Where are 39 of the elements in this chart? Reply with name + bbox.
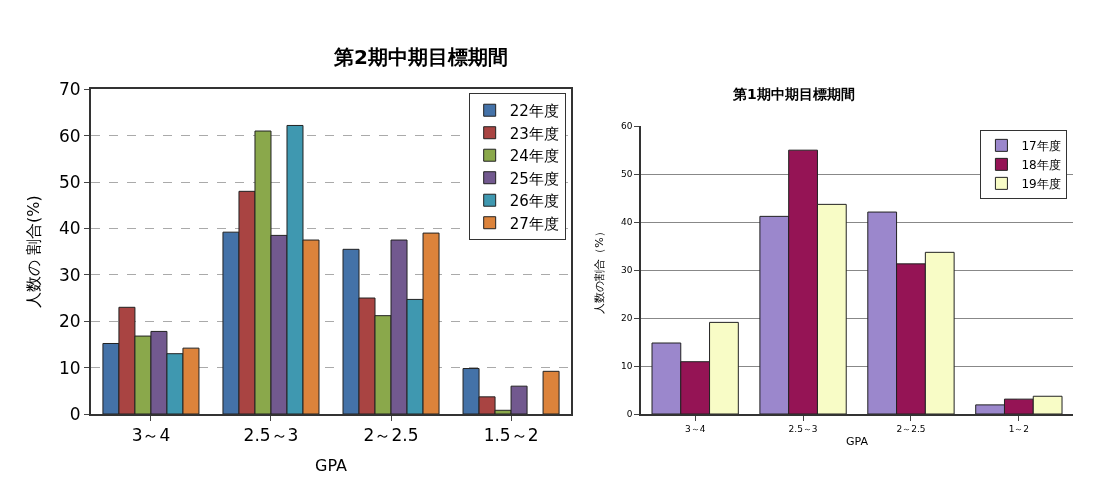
x-tick-label: 2.5～3 [788, 423, 818, 434]
y-tick-label: 60 [620, 121, 633, 132]
y-tick-label: 10 [620, 361, 633, 372]
y-tick-label: 20 [620, 313, 633, 324]
legend-label: 26年度 [509, 192, 559, 211]
chart-title: 第2期中期目標期間 [333, 45, 508, 69]
y-tick-label: 30 [58, 264, 81, 285]
x-tick-label: 2～2.5 [363, 425, 419, 446]
legend-label: 17年度 [1021, 139, 1061, 154]
y-tick-label: 10 [58, 357, 81, 378]
legend-label: 22年度 [509, 102, 559, 121]
legend-label: 27年度 [509, 214, 559, 233]
y-tick-label: 40 [620, 217, 633, 228]
legend-label: 23年度 [509, 124, 559, 143]
x-axis-title: GPA [846, 435, 869, 449]
x-tick-label: 3～4 [131, 425, 171, 446]
bar [542, 370, 560, 414]
legend-label: 24年度 [509, 147, 559, 166]
x-tick-label: 3～4 [684, 423, 706, 434]
y-tick-label: 50 [620, 169, 633, 180]
y-axis-title: 人数の 割合(%) [24, 195, 44, 309]
y-tick-label: 0 [626, 409, 633, 420]
chart-title: 第1期中期目標期間 [732, 86, 855, 102]
legend-label: 25年度 [509, 169, 559, 188]
y-tick-label: 30 [620, 265, 633, 276]
legend-label: 18年度 [1021, 158, 1061, 173]
legend-label: 19年度 [1021, 177, 1061, 192]
y-tick-label: 70 [58, 79, 81, 100]
x-tick-label: 1～2 [1008, 423, 1030, 434]
y-axis-title: 人数の割合（%） [593, 226, 607, 314]
y-tick-label: 0 [69, 403, 81, 424]
x-tick-label: 2.5～3 [243, 425, 299, 446]
x-axis-title: GPA [315, 455, 348, 475]
y-tick-label: 60 [58, 125, 81, 146]
x-tick-label: 2～2.5 [896, 423, 926, 434]
y-tick-label: 50 [58, 172, 81, 193]
y-tick-label: 40 [58, 218, 81, 239]
x-tick-label: 1.5～2 [483, 425, 539, 446]
y-tick-label: 20 [58, 311, 81, 332]
